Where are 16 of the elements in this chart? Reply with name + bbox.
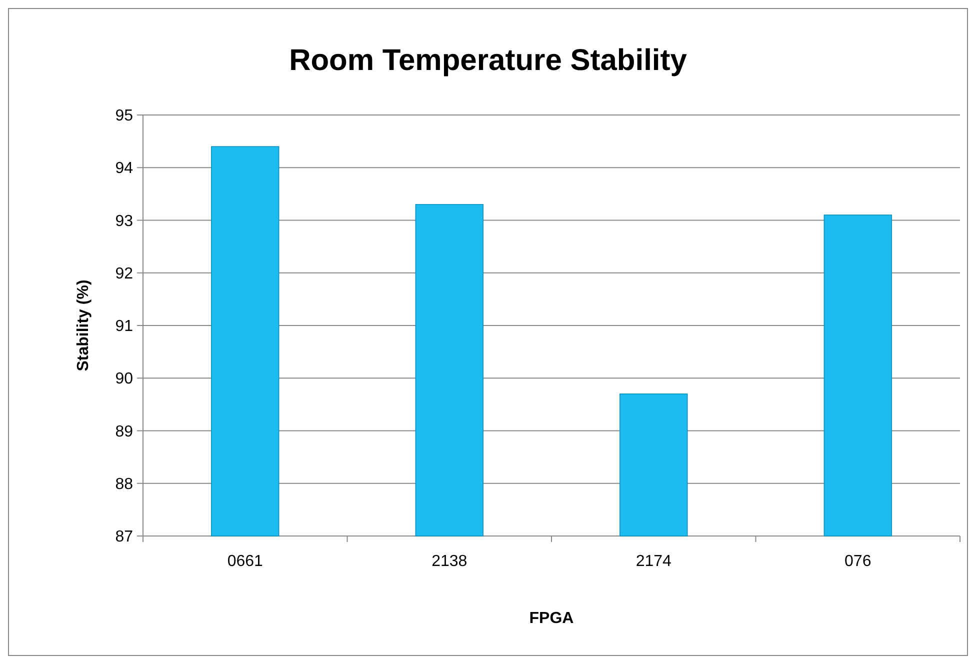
x-axis-title: FPGA: [529, 610, 574, 627]
y-tick-label: 91: [115, 318, 134, 336]
y-tick-label: 93: [115, 212, 134, 230]
y-tick-label: 95: [115, 108, 134, 125]
y-tick-label: 94: [115, 160, 134, 178]
y-tick-label: 88: [115, 476, 134, 493]
x-tick-label: 0661: [227, 553, 264, 570]
y-tick-label: 92: [115, 265, 134, 282]
y-axis-title: Stability (%): [75, 280, 92, 372]
x-tick-label: 2174: [636, 553, 672, 570]
y-tick-label: 90: [115, 370, 134, 388]
y-tick-label: 89: [115, 423, 134, 440]
x-tick-label: 076: [844, 553, 872, 570]
chart-title: Room Temperature Stability: [289, 44, 688, 77]
y-tick-label: 87: [115, 528, 134, 546]
x-tick-label: 2138: [432, 553, 468, 570]
